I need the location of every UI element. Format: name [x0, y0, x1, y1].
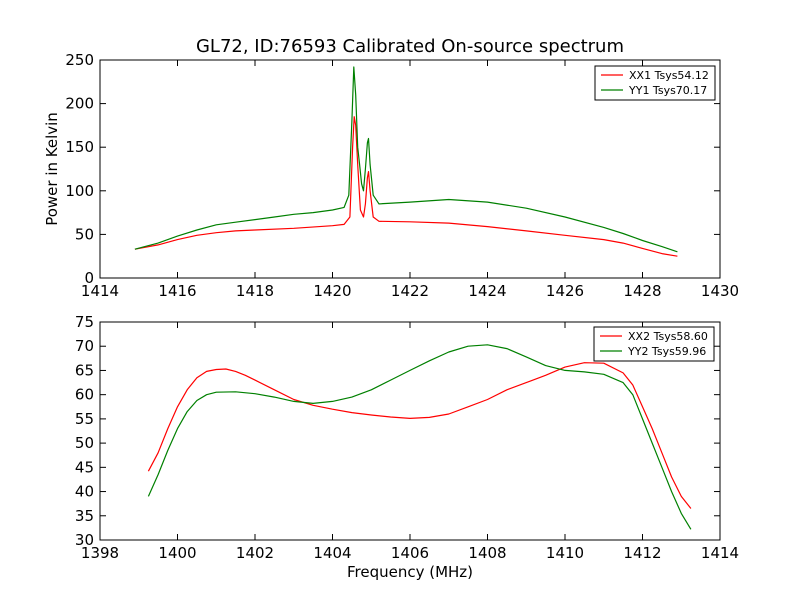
top-panel-ticks: 1414 1416 1418 1420 1422 1424 1426 1428 1430 0 50 1…	[65, 51, 739, 300]
y-tick-label: 40	[75, 483, 94, 501]
series-line-1	[147, 362, 692, 509]
top-panel-legend: XX1 Tsys54.12 YY1 Tsys70.17	[594, 65, 716, 101]
x-tick-label: 1414	[81, 282, 119, 300]
x-tick-label: 1398	[81, 544, 119, 562]
x-tick-label: 1414	[701, 544, 739, 562]
y-tick-label: 200	[65, 95, 94, 113]
legend-box	[593, 326, 715, 362]
legend-box	[594, 65, 716, 101]
y-tick-label: 100	[65, 182, 94, 200]
y-tick-label: 50	[75, 225, 94, 243]
y-tick-label: 250	[65, 51, 94, 69]
y-tick-label: 55	[75, 410, 94, 428]
y-tick-label: 70	[75, 337, 94, 355]
y-tick-label: 50	[75, 434, 94, 452]
y-tick-label: 0	[84, 269, 94, 287]
x-tick-label: 1430	[701, 282, 739, 300]
x-tick-label: 1416	[158, 282, 196, 300]
x-tick-label: 1404	[313, 544, 351, 562]
x-tick-label: 1418	[236, 282, 274, 300]
bottom-panel-xlabel: Frequency (MHz)	[347, 563, 473, 581]
x-tick-label: 1428	[623, 282, 661, 300]
x-tick-label: 1408	[468, 544, 506, 562]
series-line-2	[134, 66, 678, 253]
x-tick-label: 1412	[623, 544, 661, 562]
bottom-panel-legend: XX2 Tsys58.60 YY2 Tsys59.96	[593, 326, 715, 362]
y-tick-label: 30	[75, 531, 94, 549]
y-tick-label: 35	[75, 507, 94, 525]
bottom-panel-lines	[147, 344, 692, 530]
y-tick-label: 45	[75, 458, 94, 476]
top-panel-ylabel: Power in Kelvin	[43, 112, 61, 226]
x-tick-label: 1420	[313, 282, 351, 300]
legend-label: XX1 Tsys54.12	[629, 69, 709, 82]
x-tick-label: 1422	[391, 282, 429, 300]
chart-title: GL72, ID:76593 Calibrated On-source spec…	[196, 36, 624, 57]
legend-label: YY2 Tsys59.96	[627, 345, 706, 358]
y-tick-label: 65	[75, 361, 94, 379]
y-tick-label: 75	[75, 313, 94, 331]
y-tick-label: 150	[65, 138, 94, 156]
x-tick-label: 1402	[236, 544, 274, 562]
series-line-2	[147, 344, 692, 530]
bottom-panel-ticks: 1398 1400 1402 1404 1406 1408 1410 1412 1414 30 35…	[75, 313, 739, 562]
legend-label: YY1 Tsys70.17	[628, 84, 707, 97]
y-tick-label: 60	[75, 386, 94, 404]
x-tick-label: 1426	[546, 282, 584, 300]
series-line-1	[134, 116, 678, 257]
top-panel: 1414 1416 1418 1420 1422 1424 1426 1428 1430 0 50 1…	[43, 51, 739, 300]
top-panel-lines	[134, 66, 678, 257]
legend-label: XX2 Tsys58.60	[628, 330, 708, 343]
x-tick-label: 1424	[468, 282, 506, 300]
x-tick-label: 1400	[158, 544, 196, 562]
x-tick-label: 1406	[391, 544, 429, 562]
bottom-panel: 1398 1400 1402 1404 1406 1408 1410 1412 1414 30 35…	[75, 313, 739, 581]
x-tick-label: 1410	[546, 544, 584, 562]
